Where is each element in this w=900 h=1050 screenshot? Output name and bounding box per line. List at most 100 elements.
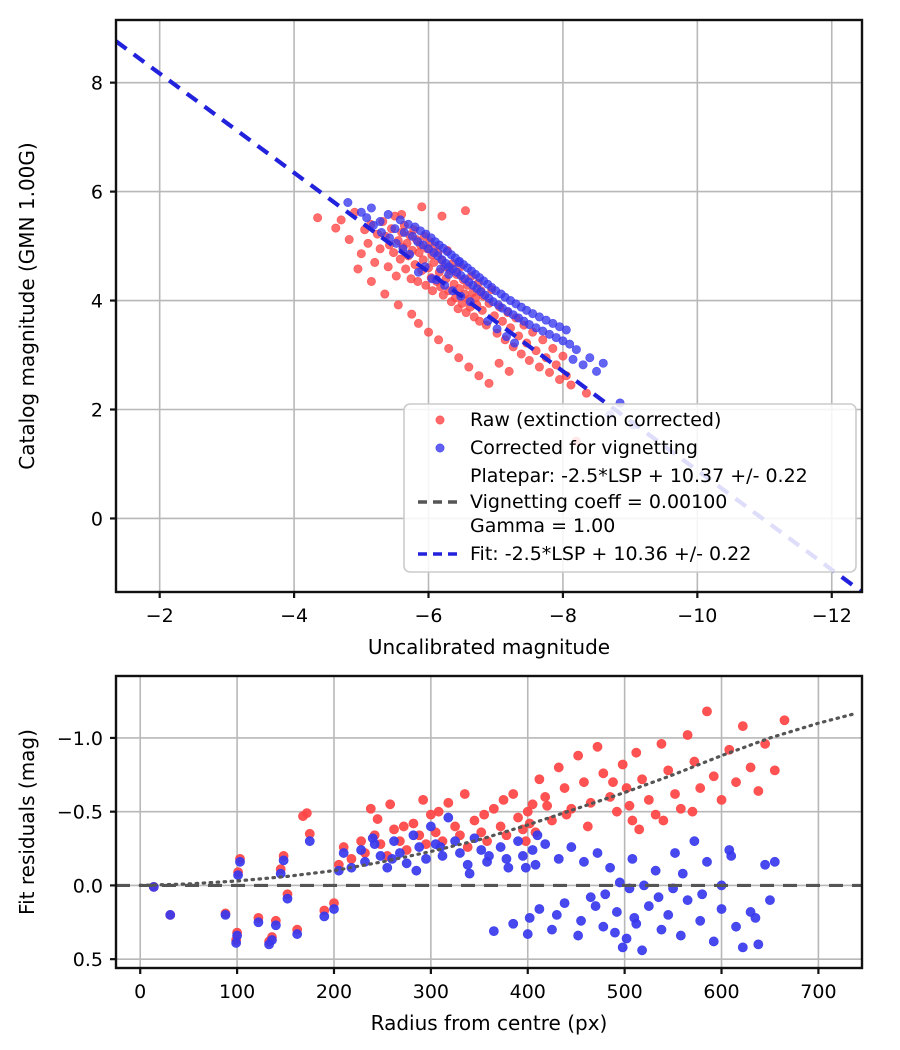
- data-point: [513, 812, 523, 823]
- data-point: [527, 799, 538, 810]
- data-point: [542, 800, 553, 811]
- data-point: [708, 936, 719, 947]
- data-point: [459, 789, 470, 799]
- data-point: [462, 859, 473, 870]
- data-point: [573, 930, 584, 941]
- legend-label: Corrected for vignetting: [470, 437, 698, 459]
- data-point: [581, 388, 591, 398]
- gridlines: [116, 676, 862, 968]
- data-point: [443, 797, 454, 808]
- legend-marker: [435, 443, 445, 453]
- data-point: [687, 806, 698, 817]
- data-point: [670, 848, 680, 858]
- data-point: [532, 830, 543, 841]
- data-point: [731, 777, 741, 788]
- data-point: [356, 836, 367, 847]
- data-point: [366, 203, 376, 213]
- data-point: [520, 862, 531, 873]
- data-point: [495, 842, 506, 852]
- data-point: [608, 777, 618, 788]
- data-point: [372, 814, 383, 824]
- x-tick-label: −10: [677, 605, 717, 627]
- data-point: [571, 345, 581, 355]
- data-point: [697, 889, 708, 900]
- data-point: [401, 264, 411, 274]
- data-point: [411, 865, 422, 876]
- data-point: [428, 286, 438, 296]
- data-point: [356, 249, 366, 259]
- data-point: [329, 904, 339, 914]
- data-point: [418, 794, 429, 805]
- data-point: [592, 741, 603, 752]
- data-point: [578, 360, 588, 370]
- data-point: [380, 289, 390, 299]
- data-point: [421, 853, 431, 864]
- data-point: [454, 257, 464, 267]
- data-point: [745, 762, 756, 773]
- data-point: [544, 367, 554, 377]
- data-point: [508, 918, 519, 929]
- data-point: [434, 335, 444, 345]
- data-point: [663, 910, 674, 920]
- data-point: [413, 276, 423, 286]
- data-point: [522, 806, 533, 817]
- data-point: [702, 706, 712, 717]
- legend: Raw (extinction corrected) Corrected for …: [403, 403, 857, 573]
- x-tick-label: 300: [413, 981, 449, 1003]
- data-point: [551, 910, 562, 920]
- data-point: [617, 759, 628, 770]
- data-point: [313, 213, 323, 223]
- data-point: [282, 893, 293, 904]
- data-point: [474, 371, 484, 381]
- y-tick-label: 4: [91, 291, 103, 313]
- data-point: [363, 238, 373, 248]
- data-point: [592, 848, 603, 858]
- axes-frame: [114, 18, 864, 594]
- data-point: [551, 360, 561, 370]
- data-point: [494, 358, 504, 368]
- data-point: [460, 206, 470, 216]
- y-tick-label: 0.0: [73, 875, 103, 897]
- series-raw: [148, 706, 790, 947]
- data-layer: [116, 706, 862, 956]
- data-point: [454, 353, 464, 363]
- data-point: [753, 939, 764, 950]
- data-point: [385, 799, 396, 810]
- data-point: [455, 848, 465, 858]
- data-point: [391, 238, 401, 248]
- data-point: [760, 859, 771, 870]
- data-point: [508, 789, 519, 799]
- data-point: [670, 789, 680, 799]
- data-point: [643, 901, 654, 911]
- data-point: [566, 842, 577, 852]
- data-point: [565, 339, 575, 349]
- data-point: [376, 227, 386, 237]
- data-point: [573, 750, 584, 761]
- y-tick-label: 6: [91, 182, 103, 204]
- data-point: [650, 865, 661, 876]
- data-point: [450, 836, 460, 847]
- data-point: [765, 895, 775, 906]
- data-point: [436, 264, 446, 274]
- data-point: [769, 765, 780, 776]
- x-tick-label: −12: [812, 605, 852, 627]
- data-point: [382, 862, 393, 873]
- data-point: [689, 836, 700, 847]
- data-point: [731, 921, 741, 932]
- data-point: [585, 892, 596, 903]
- data-point: [390, 224, 400, 234]
- data-point: [637, 945, 647, 956]
- y-tick-label: 8: [91, 73, 103, 95]
- data-point: [319, 911, 330, 922]
- data-point: [663, 765, 674, 776]
- data-point: [627, 853, 638, 864]
- data-point: [301, 808, 312, 819]
- data-point: [497, 316, 507, 326]
- data-point: [579, 777, 589, 788]
- legend-marker: [435, 415, 445, 425]
- data-point: [726, 851, 737, 861]
- data-point: [165, 910, 176, 920]
- x-tick-label: −4: [280, 605, 308, 627]
- data-point: [598, 768, 609, 779]
- data-point: [484, 378, 494, 388]
